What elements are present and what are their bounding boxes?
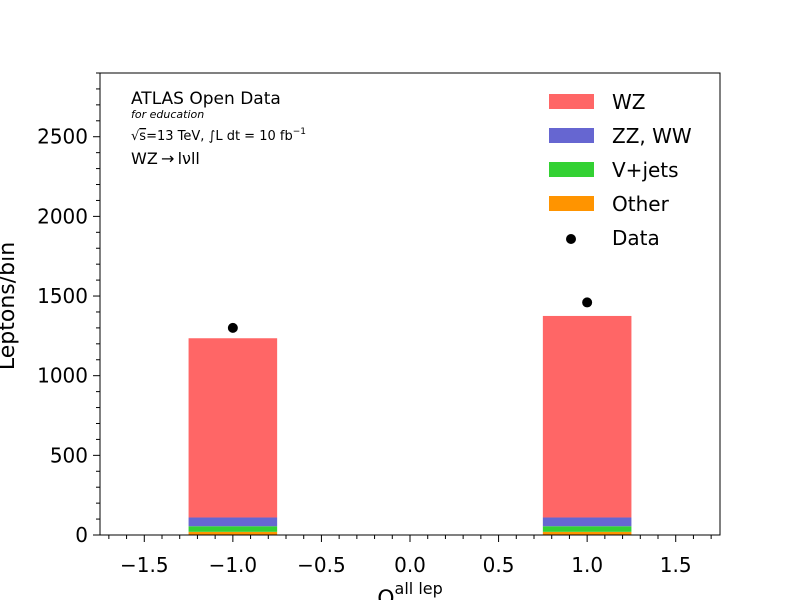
lumi-text: L dt = 10 fb [215,129,292,144]
y-axis-ticks: 0 500 1000 1500 2000 2500 [37,72,100,547]
legend-swatch-v-jets [549,162,594,177]
legend-marker-data [566,234,576,244]
sqrt-s-symbol: s [139,129,146,144]
annotation-channel: WZ → lνll [131,149,200,168]
integral-icon: ∫ [209,129,216,144]
bar-zz-ww-bin-1 [188,517,278,527]
sqrt-icon: √ [131,129,140,144]
legend-label-v-jets: V+jets [612,158,679,182]
x-axis-label-sup: all lep [395,579,443,598]
bar-v-jets-bin-1 [188,526,278,532]
legend-label-other: Other [612,192,670,216]
legend-label-data: Data [612,226,660,250]
x-tick-label: −1.0 [209,553,258,577]
y-tick-label: 1000 [37,364,88,388]
data-point-2 [582,297,593,308]
annotation-energy-lumi: √s=13 TeV, ∫L dt = 10 fb−1 [131,127,306,144]
annotation-block: ATLAS Open Data for education √s=13 TeV,… [131,89,306,168]
x-tick-label: 1.0 [571,553,603,577]
x-tick-label: −1.5 [120,553,169,577]
data-points [227,297,593,333]
bar-other-bin-1 [188,531,278,535]
legend-label-wz: WZ [612,90,645,114]
y-tick-label: 2000 [37,204,88,228]
legend-swatch-other [549,196,594,211]
x-tick-label: −0.5 [297,553,346,577]
legend-swatch-wz [549,94,594,109]
x-tick-label: 0.0 [394,553,426,577]
bar-zz-ww-bin-2 [542,517,632,527]
x-axis-label: Qall lep [377,579,443,600]
x-axis-ticks: −1.5 −1.0 −0.5 0.0 0.5 1.0 1.5 [108,535,712,577]
bar-other-bin-2 [542,531,632,535]
annotation-subtitle: for education [131,108,204,121]
bar-wz-bin-1 [188,338,278,518]
energy-text: =13 TeV, [146,129,208,144]
y-axis-label: Leptons/bin [0,242,20,370]
annotation-title: ATLAS Open Data [131,89,281,109]
data-point-1 [227,322,238,333]
bar-v-jets-bin-2 [542,526,632,532]
x-tick-label: 0.5 [483,553,515,577]
y-tick-label: 500 [50,443,88,467]
bar-wz-bin-2 [542,315,632,518]
legend-swatch-zz-ww [549,128,594,143]
x-axis-label-main: Q [377,587,394,600]
x-tick-label: 1.5 [660,553,692,577]
legend: WZ ZZ, WW V+jets Other Data [549,90,692,250]
lumi-exponent: −1 [293,127,306,137]
y-tick-label: 0 [75,523,88,547]
stacked-bars [188,315,632,535]
y-tick-label: 1500 [37,284,88,308]
y-tick-label: 2500 [37,125,88,149]
legend-label-zz-ww: ZZ, WW [612,124,692,148]
